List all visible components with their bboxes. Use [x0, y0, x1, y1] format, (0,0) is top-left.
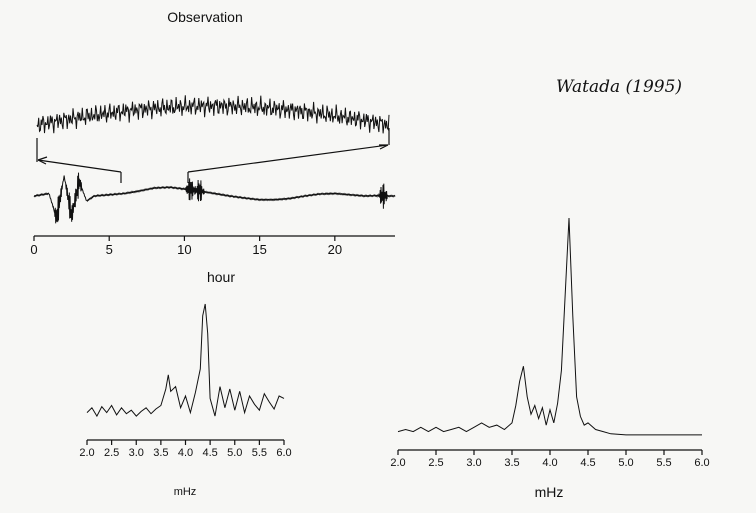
tick-label: 3.5	[153, 447, 168, 459]
tick-label: 4.5	[580, 457, 595, 469]
spectrum-left-line	[86, 303, 285, 418]
full-day-trace	[33, 172, 396, 224]
tick-label: 5.0	[227, 447, 242, 459]
tick-label: 5.5	[656, 457, 671, 469]
tick-label: 10	[177, 242, 191, 257]
time-series-panel: 0 5 10 15 20 hour	[30, 95, 396, 285]
spectrum-right-xlabel: mHz	[535, 484, 564, 500]
zoom-connector-left-diag	[37, 159, 122, 173]
tick-label: 5.5	[252, 447, 267, 459]
spectrum-right-panel: 2.0 2.5 3.0 3.5 4.0 4.5 5.0 5.5 6.0 mHz	[390, 217, 710, 500]
tick-label: 2.0	[390, 457, 405, 469]
zoomed-trace	[36, 95, 390, 134]
hour-axis: 0 5 10 15 20	[30, 235, 395, 257]
handwritten-citation: Watada (1995)	[556, 77, 682, 97]
tick-label: 6.0	[694, 457, 709, 469]
tick-label: 3.0	[466, 457, 481, 469]
spectrum-left-panel: 2.0 2.5 3.0 3.5 4.0 4.5 5.0 5.5 6.0 mHz	[79, 303, 292, 498]
tick-label: 2.5	[428, 457, 443, 469]
hour-axis-label: hour	[207, 269, 235, 285]
tick-label: 5	[106, 242, 113, 257]
tick-label: 2.5	[104, 447, 119, 459]
zoom-arrowhead-left	[37, 156, 48, 165]
tick-label: 3.0	[129, 447, 144, 459]
zoom-arrowhead-right	[379, 144, 389, 150]
tick-label: 5.0	[618, 457, 633, 469]
spectrum-left-axis: 2.0 2.5 3.0 3.5 4.0 4.5 5.0 5.5 6.0	[79, 439, 292, 459]
tick-label: 0	[30, 242, 37, 257]
spectrum-left-xlabel: mHz	[174, 486, 197, 498]
tick-label: 4.0	[542, 457, 557, 469]
tick-label: 2.0	[79, 447, 94, 459]
spectrum-right-line	[397, 217, 702, 436]
tick-label: 20	[328, 242, 342, 257]
spectrum-right-axis: 2.0 2.5 3.0 3.5 4.0 4.5 5.0 5.5 6.0	[390, 449, 710, 469]
zoom-connector-right-diag	[187, 144, 389, 173]
tick-label: 3.5	[504, 457, 519, 469]
tick-label: 4.5	[202, 447, 217, 459]
tick-label: 4.0	[178, 447, 193, 459]
chart-title: Observation	[167, 9, 242, 25]
tick-label: 15	[252, 242, 266, 257]
tick-label: 6.0	[276, 447, 291, 459]
